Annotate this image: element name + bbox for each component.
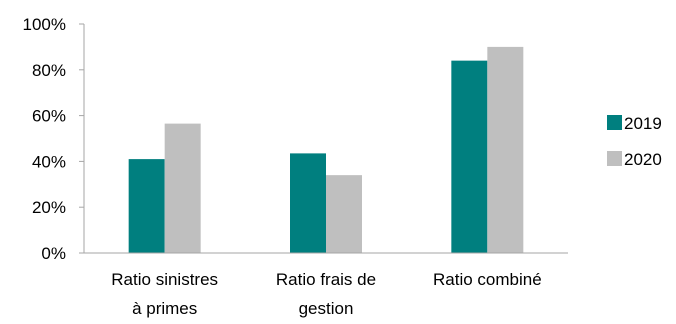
bar-2020-category-3: [487, 46, 524, 254]
legend: 2019 2020: [607, 114, 662, 169]
y-tick-label: 80%: [32, 61, 66, 80]
y-tick-label: 60%: [32, 107, 66, 126]
bars: [128, 46, 524, 254]
legend-label-2019: 2019: [624, 114, 662, 133]
y-tick-label: 100%: [23, 15, 66, 34]
x-axis-labels: Ratio sinistres à primes Ratio frais de ges…: [111, 270, 541, 318]
y-tick-label: 40%: [32, 152, 66, 171]
y-tick-label: 0%: [41, 244, 66, 263]
x-category-label: Ratio sinistres à primes: [111, 270, 218, 318]
x-category-label: Ratio frais de gestion: [276, 270, 376, 318]
bar-2020-category-2: [326, 175, 362, 253]
x-category-label: Ratio combiné: [433, 270, 542, 289]
y-axis-ticks: 0% 20% 40% 60% 80% 100%: [23, 15, 84, 263]
legend-swatch-2019: [607, 115, 622, 130]
legend-label-2020: 2020: [624, 150, 662, 169]
legend-swatch-2020: [607, 151, 622, 166]
bar-2019-category-2: [290, 153, 326, 253]
bar-2019-category-3: [451, 60, 488, 253]
y-tick-label: 20%: [32, 198, 66, 217]
bar-2019-category-1: [128, 159, 165, 253]
bar-2020-category-1: [164, 123, 201, 254]
